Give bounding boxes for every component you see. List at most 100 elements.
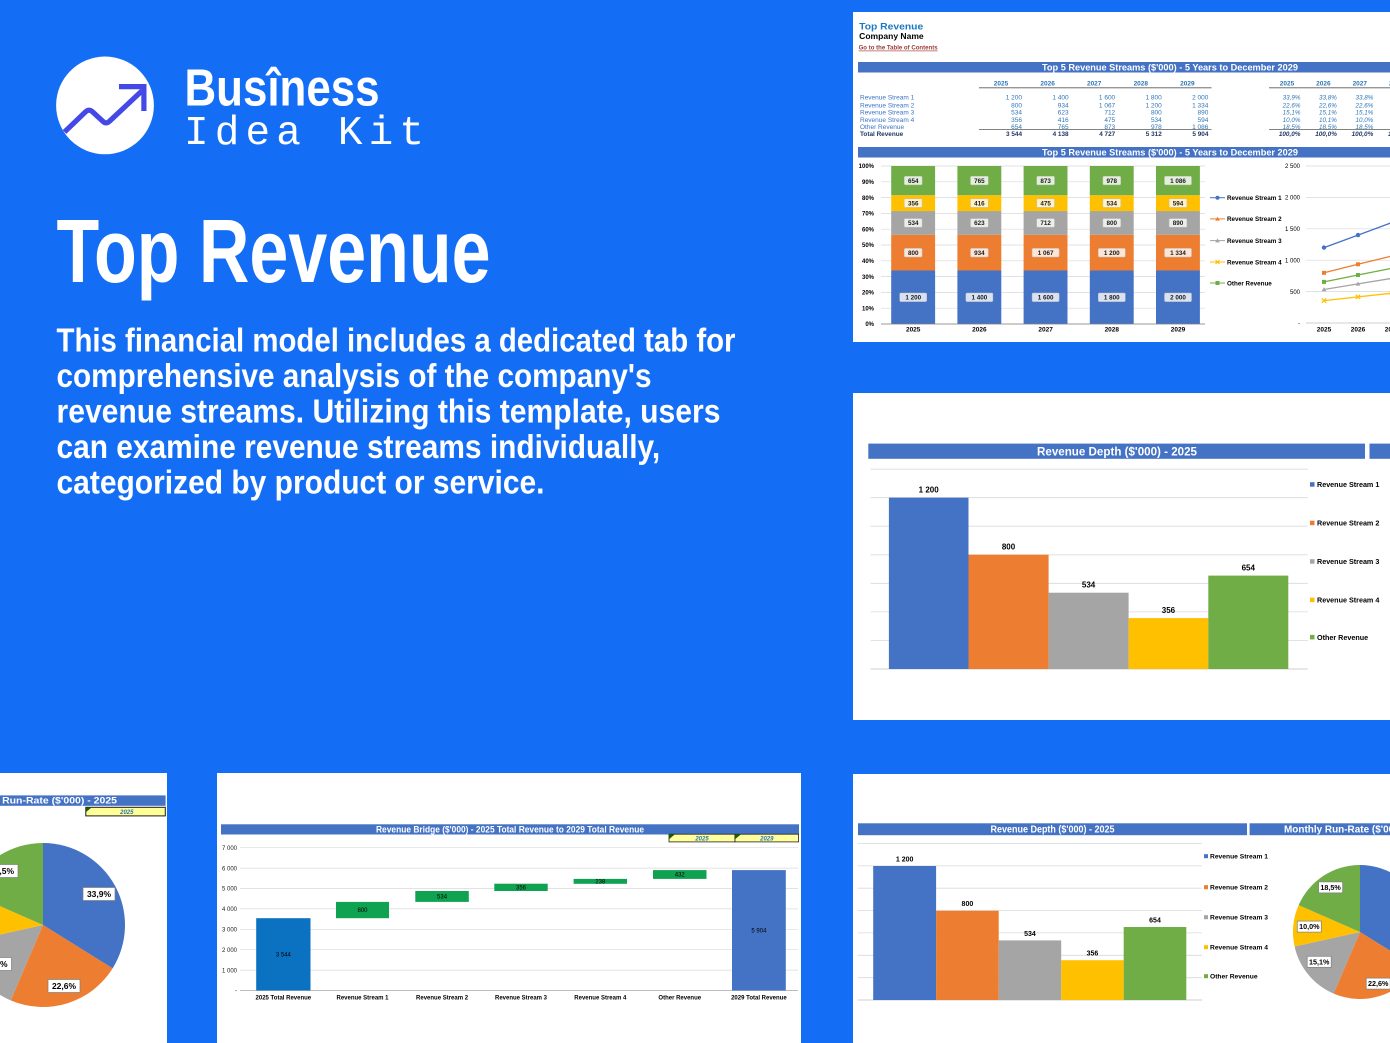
svg-text:475: 475: [1104, 117, 1115, 124]
svg-text:4 138: 4 138: [1053, 131, 1069, 138]
svg-text:60%: 60%: [862, 227, 875, 233]
svg-text:22,6%: 22,6%: [1354, 102, 1373, 109]
svg-text:5 000: 5 000: [222, 887, 238, 893]
svg-text:978: 978: [1151, 124, 1162, 131]
svg-text:873: 873: [1040, 178, 1051, 185]
svg-text:534: 534: [1082, 581, 1096, 590]
svg-text:2027: 2027: [1038, 327, 1053, 334]
svg-text:-: -: [235, 989, 237, 995]
svg-text:654: 654: [908, 178, 919, 185]
svg-text:534: 534: [1107, 200, 1118, 207]
svg-text:categorized by product or serv: categorized by product or service.: [57, 463, 545, 500]
svg-text:890: 890: [1198, 109, 1209, 116]
svg-text:534: 534: [1024, 931, 1036, 938]
svg-text:5 904: 5 904: [751, 928, 767, 934]
svg-text:Revenue Stream 3: Revenue Stream 3: [1317, 557, 1379, 566]
svg-text:Monthly Run-Rate ($'000) - 202: Monthly Run-Rate ($'000) - 2025: [0, 796, 118, 807]
svg-text:15,1%: 15,1%: [1283, 109, 1301, 116]
svg-text:594: 594: [1173, 200, 1184, 207]
svg-text:5 312: 5 312: [1146, 131, 1162, 138]
svg-text:1 200: 1 200: [1104, 250, 1120, 257]
svg-text:500: 500: [1290, 290, 1301, 296]
svg-text:100,0%: 100,0%: [1315, 131, 1337, 138]
svg-text:33,9%: 33,9%: [87, 889, 112, 899]
svg-text:Revenue Stream 4: Revenue Stream 4: [860, 117, 915, 124]
svg-text:Revenue Stream 3: Revenue Stream 3: [1210, 915, 1268, 922]
svg-text:1 334: 1 334: [1170, 250, 1186, 257]
svg-text:800: 800: [908, 250, 919, 257]
svg-text:534: 534: [908, 220, 919, 227]
svg-text:This financial model includes: This financial model includes a dedicate…: [57, 322, 736, 359]
svg-text:Revenue Stream 2: Revenue Stream 2: [860, 102, 915, 109]
svg-text:20%: 20%: [862, 291, 875, 297]
svg-text:15,1%: 15,1%: [1309, 957, 1330, 966]
svg-text:100,0%: 100,0%: [1388, 131, 1390, 138]
svg-text:1 000: 1 000: [222, 968, 238, 974]
svg-text:6 000: 6 000: [222, 866, 238, 872]
svg-text:10,0%: 10,0%: [1283, 117, 1301, 124]
svg-text:1 800: 1 800: [1146, 95, 1163, 102]
svg-text:594: 594: [1198, 117, 1209, 124]
svg-text:2026: 2026: [1040, 81, 1055, 88]
svg-text:2 500: 2 500: [1285, 164, 1301, 170]
svg-text:890: 890: [1173, 220, 1184, 227]
svg-text:800: 800: [1107, 220, 1118, 227]
svg-text:2025: 2025: [1280, 81, 1295, 88]
svg-text:1 334: 1 334: [1192, 102, 1209, 109]
svg-text:40%: 40%: [862, 259, 875, 265]
svg-text:356: 356: [1162, 606, 1176, 615]
svg-text:800: 800: [1002, 543, 1016, 552]
svg-text:2029: 2029: [759, 836, 774, 842]
svg-text:356: 356: [1087, 951, 1099, 958]
svg-text:4 000: 4 000: [222, 907, 238, 913]
svg-text:623: 623: [974, 220, 985, 227]
svg-text:Revenue Stream 2: Revenue Stream 2: [1227, 216, 1282, 223]
svg-text:2027: 2027: [1385, 327, 1390, 334]
svg-text:Revenue Bridge ($'000) - 2025: Revenue Bridge ($'000) - 2025 Total Reve…: [376, 825, 644, 835]
svg-text:80%: 80%: [862, 196, 875, 202]
svg-text:10,1%: 10,1%: [1319, 117, 1337, 124]
svg-text:Top 5 Revenue Streams ($'000): Top 5 Revenue Streams ($'000) - 5 Years …: [1042, 148, 1298, 158]
svg-text:1 000: 1 000: [1285, 258, 1301, 264]
svg-text:100,0%: 100,0%: [1279, 131, 1301, 138]
svg-text:Revenue Depth ($'000) - 2025: Revenue Depth ($'000) - 2025: [991, 825, 1115, 836]
svg-text:2027: 2027: [1087, 81, 1102, 88]
svg-text:revenue streams. Utilizing thi: revenue streams. Utilizing this template…: [57, 393, 721, 430]
svg-text:2 000: 2 000: [1192, 95, 1209, 102]
svg-text:1 800: 1 800: [1104, 295, 1120, 302]
svg-text:1 600: 1 600: [1038, 295, 1054, 302]
svg-text:475: 475: [1040, 200, 1051, 207]
svg-text:50%: 50%: [862, 243, 875, 249]
svg-text:Revenue Stream 1: Revenue Stream 1: [1210, 854, 1268, 861]
svg-text:2029: 2029: [1180, 81, 1195, 88]
svg-text:934: 934: [1058, 102, 1069, 109]
svg-text:Top Revenue: Top Revenue: [859, 22, 923, 33]
svg-text:623: 623: [1058, 109, 1069, 116]
svg-text:0%: 0%: [865, 322, 874, 328]
svg-text:2 000: 2 000: [222, 948, 238, 954]
svg-text:1 400: 1 400: [1052, 95, 1069, 102]
svg-text:18,5%: 18,5%: [1319, 124, 1337, 131]
svg-text:Revenue Depth ($'000) - 2025: Revenue Depth ($'000) - 2025: [1037, 446, 1198, 458]
svg-text:Revenue Stream 3: Revenue Stream 3: [860, 109, 915, 116]
svg-text:2025: 2025: [906, 327, 921, 334]
svg-text:238: 238: [595, 879, 606, 885]
svg-text:33,8%: 33,8%: [1355, 95, 1373, 102]
svg-text:765: 765: [974, 178, 985, 185]
svg-text:356: 356: [516, 886, 527, 892]
svg-text:873: 873: [1104, 124, 1115, 131]
svg-text:Other Revenue: Other Revenue: [860, 124, 904, 131]
svg-text:Revenue Stream 1: Revenue Stream 1: [1227, 195, 1282, 202]
svg-text:15,1%: 15,1%: [1355, 109, 1373, 116]
svg-text:10%: 10%: [862, 306, 875, 312]
svg-text:432: 432: [675, 873, 686, 879]
svg-text:Revenue Stream 1: Revenue Stream 1: [860, 95, 915, 102]
svg-text:1 500: 1 500: [1285, 227, 1301, 233]
svg-text:22,6%: 22,6%: [1368, 979, 1389, 988]
svg-text:1 200: 1 200: [905, 295, 921, 302]
svg-text:Top Revenue: Top Revenue: [57, 202, 491, 302]
svg-text:7 000: 7 000: [222, 846, 238, 852]
svg-text:90%: 90%: [862, 180, 875, 186]
svg-text:534: 534: [1151, 117, 1162, 124]
svg-text:654: 654: [1242, 564, 1256, 573]
